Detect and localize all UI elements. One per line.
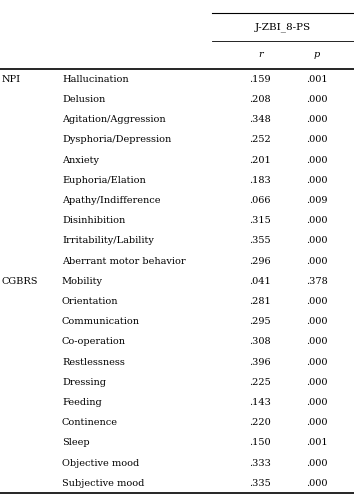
Text: .220: .220 xyxy=(249,418,271,427)
Text: .281: .281 xyxy=(249,297,271,306)
Text: .225: .225 xyxy=(249,378,271,387)
Text: Continence: Continence xyxy=(62,418,118,427)
Text: .000: .000 xyxy=(306,398,327,407)
Text: Dysphoria/Depression: Dysphoria/Depression xyxy=(62,135,171,144)
Text: .159: .159 xyxy=(249,75,271,84)
Text: .009: .009 xyxy=(306,196,327,205)
Text: J-ZBI_8-PS: J-ZBI_8-PS xyxy=(255,22,311,32)
Text: Apathy/Indifference: Apathy/Indifference xyxy=(62,196,160,205)
Text: .348: .348 xyxy=(249,115,271,124)
Text: Agitation/Aggression: Agitation/Aggression xyxy=(62,115,166,124)
Text: .000: .000 xyxy=(306,297,327,306)
Text: Objective mood: Objective mood xyxy=(62,459,139,467)
Text: Hallucination: Hallucination xyxy=(62,75,129,84)
Text: .201: .201 xyxy=(249,155,271,164)
Text: .000: .000 xyxy=(306,418,327,427)
Text: Sleep: Sleep xyxy=(62,438,90,447)
Text: .000: .000 xyxy=(306,216,327,225)
Text: .143: .143 xyxy=(249,398,271,407)
Text: Subjective mood: Subjective mood xyxy=(62,479,144,488)
Text: .000: .000 xyxy=(306,479,327,488)
Text: CGBRS: CGBRS xyxy=(2,277,38,286)
Text: Dressing: Dressing xyxy=(62,378,106,387)
Text: .000: .000 xyxy=(306,317,327,326)
Text: .333: .333 xyxy=(249,459,271,467)
Text: Aberrant motor behavior: Aberrant motor behavior xyxy=(62,257,185,266)
Text: r: r xyxy=(258,51,263,60)
Text: .000: .000 xyxy=(306,378,327,387)
Text: .252: .252 xyxy=(249,135,271,144)
Text: .396: .396 xyxy=(249,358,271,367)
Text: .315: .315 xyxy=(249,216,271,225)
Text: Feeding: Feeding xyxy=(62,398,102,407)
Text: Restlessness: Restlessness xyxy=(62,358,125,367)
Text: .000: .000 xyxy=(306,358,327,367)
Text: .000: .000 xyxy=(306,155,327,164)
Text: .295: .295 xyxy=(249,317,271,326)
Text: .000: .000 xyxy=(306,95,327,104)
Text: .000: .000 xyxy=(306,257,327,266)
Text: .150: .150 xyxy=(249,438,271,447)
Text: .001: .001 xyxy=(306,75,328,84)
Text: .000: .000 xyxy=(306,176,327,185)
Text: p: p xyxy=(314,51,320,60)
Text: Disinhibition: Disinhibition xyxy=(62,216,125,225)
Text: .000: .000 xyxy=(306,337,327,346)
Text: .000: .000 xyxy=(306,459,327,467)
Text: .378: .378 xyxy=(306,277,328,286)
Text: .000: .000 xyxy=(306,115,327,124)
Text: .208: .208 xyxy=(249,95,271,104)
Text: .335: .335 xyxy=(249,479,271,488)
Text: Anxiety: Anxiety xyxy=(62,155,99,164)
Text: Orientation: Orientation xyxy=(62,297,119,306)
Text: Mobility: Mobility xyxy=(62,277,103,286)
Text: Irritability/Lability: Irritability/Lability xyxy=(62,236,154,245)
Text: .000: .000 xyxy=(306,236,327,245)
Text: .296: .296 xyxy=(249,257,271,266)
Text: .001: .001 xyxy=(306,438,328,447)
Text: .308: .308 xyxy=(249,337,271,346)
Text: .355: .355 xyxy=(249,236,271,245)
Text: .066: .066 xyxy=(250,196,271,205)
Text: .000: .000 xyxy=(306,135,327,144)
Text: Euphoria/Elation: Euphoria/Elation xyxy=(62,176,146,185)
Text: Communication: Communication xyxy=(62,317,140,326)
Text: Delusion: Delusion xyxy=(62,95,105,104)
Text: NPI: NPI xyxy=(2,75,21,84)
Text: Co-operation: Co-operation xyxy=(62,337,126,346)
Text: .183: .183 xyxy=(249,176,271,185)
Text: .041: .041 xyxy=(249,277,271,286)
